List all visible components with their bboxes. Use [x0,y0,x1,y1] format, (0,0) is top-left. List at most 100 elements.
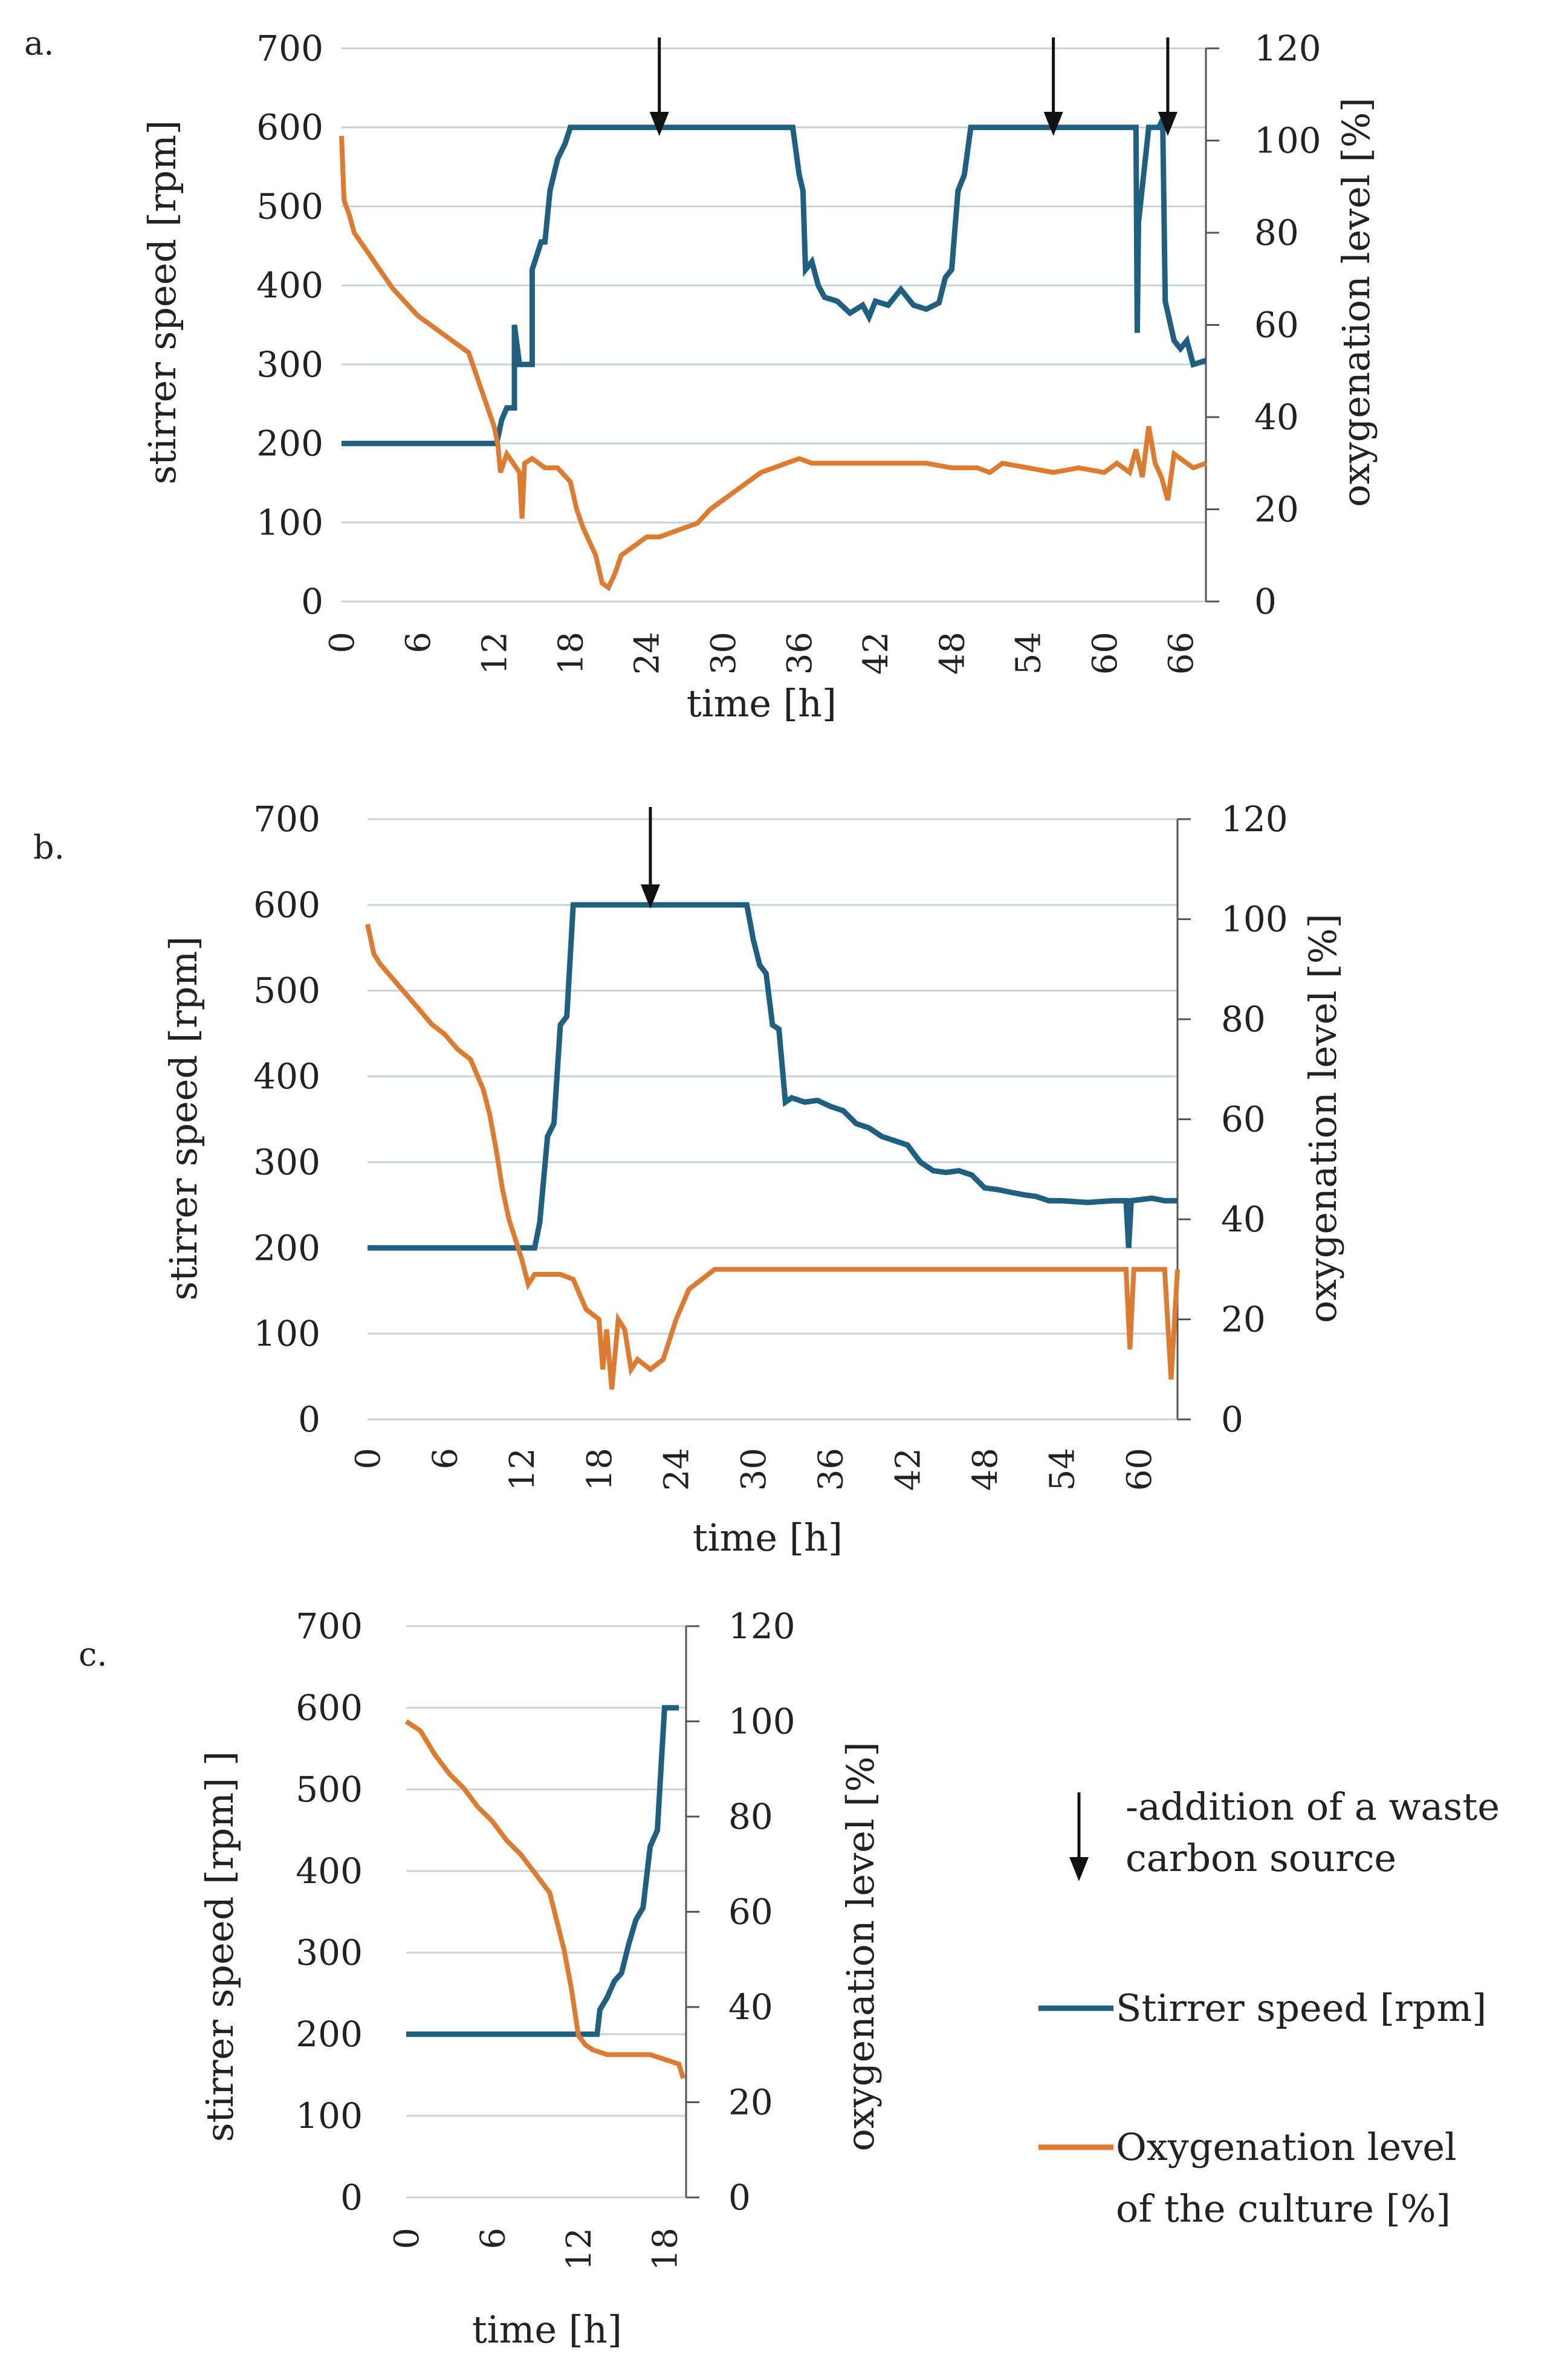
panel-a-x-tick-label: 60 [1086,632,1125,675]
legend-arrow-label-line1: -addition of a waste [1126,1785,1500,1829]
panel-a-y2-tick-label: 120 [1254,28,1321,69]
panel-b-plot: 0 100 200 300 400 500 600 700 0 20 40 60 80 100 120 0 6 1… [253,799,1288,1491]
panel-c-y-tick-label: 0 [340,2177,363,2218]
panel-c-y-label: stirrer speed [rpm] ] [198,1751,242,2142]
panel-b-y-tick-label: 0 [298,1399,320,1440]
panel-a-x-tick-label: 12 [475,632,514,675]
panel-b-y2-tick-label: 60 [1221,1099,1266,1140]
panel-b-y-tick-label: 100 [253,1313,320,1354]
panel-c-y2-tick-label: 80 [728,1796,773,1837]
panel-a-x-tick-label: 24 [628,632,667,675]
panel-c-y2-tick-label: 100 [728,1701,795,1742]
legend-oxygen-label-line1: Oxygenation level [1116,2125,1457,2169]
panel-c-x-tick-label: 12 [560,2228,599,2271]
panel-a-x-tick-label: 66 [1162,632,1201,675]
legend: -addition of a waste carbon source Stirr… [1038,1785,1500,2231]
panel-c-x-tick-label: 6 [473,2228,513,2249]
panel-c-y2-tick-label: 60 [728,1892,773,1933]
panel-b-x-tick-label: 0 [349,1448,388,1470]
panel-a-y2-tick-label: 60 [1254,305,1299,346]
panel-c-y-tick-label: 500 [296,1769,363,1810]
legend-arrow-label-line2: carbon source [1126,1836,1396,1880]
panel-b-oxygen-line [365,923,1180,1390]
panel-a-plot: 0 100 200 300 400 500 600 700 0 20 40 60 80 100 120 0 6 1… [256,28,1321,675]
panel-a-y2-tick-label: 40 [1254,397,1299,438]
panel-a-y-tick-label: 300 [256,344,323,385]
panel-a-y2-tick-label: 20 [1254,489,1299,530]
panel-a-label: a. [24,24,54,62]
panel-b-x-tick-label: 6 [426,1448,465,1470]
panel-a-x-tick-label: 36 [780,632,820,675]
panel-a-y2-tick-label: 80 [1254,212,1299,253]
panel-c: c. stirrer speed [rpm] ] oxygenation lev… [79,1606,883,2352]
panel-b-y2-tick-label: 0 [1221,1399,1243,1440]
panel-b-x-tick-label: 60 [1120,1448,1159,1491]
panel-b-y2-tick-label: 100 [1221,899,1288,940]
panel-c-x-tick-label: 0 [387,2228,427,2249]
panel-a-x-tick-label: 42 [857,632,896,675]
panel-c-label: c. [79,1635,107,1673]
panel-c-x-label: time [h] [472,2307,622,2352]
panel-b-x-tick-label: 30 [734,1448,774,1491]
panel-a-x-tick-label: 54 [1009,632,1049,675]
panel-b-x-tick-label: 18 [580,1448,620,1491]
panel-a-addition-arrow-icon [1158,37,1178,136]
panel-a-y2-tick-label: 0 [1254,581,1277,622]
panel-a-addition-arrow-icon [649,37,669,136]
panel-a: a. stirrer speed [rpm] oxygenation level… [24,24,1378,725]
panel-b-y2-tick-label: 40 [1221,1199,1266,1240]
legend-arrow-icon [1069,1792,1089,1881]
panel-c-y-tick-label: 700 [296,1606,363,1647]
panel-c-y2-tick-label: 40 [728,1986,773,2028]
panel-b-y-tick-label: 200 [253,1227,320,1268]
panel-b-y-tick-label: 700 [253,799,320,840]
panel-b-y-tick-label: 500 [253,970,320,1011]
panel-b-y2-tick-label: 80 [1221,999,1266,1040]
panel-b: b. stirrer speed [rpm] oxygenation level… [33,799,1345,1560]
panel-a-y-tick-label: 0 [301,581,323,622]
arrow-head [1158,112,1178,136]
panel-a-x-tick-label: 0 [323,632,362,653]
panel-c-y-tick-label: 600 [296,1687,363,1728]
panel-b-y-tick-label: 400 [253,1056,320,1097]
panel-c-oxygen-line [404,1719,686,2080]
panel-a-y-tick-label: 600 [256,107,323,148]
panel-c-y2-tick-label: 0 [728,2177,751,2218]
panel-c-y2-tick-label: 20 [728,2082,773,2123]
panel-c-y2-tick-label: 120 [728,1606,795,1647]
panel-a-y2-label: oxygenation level [%] [1334,97,1378,507]
panel-b-addition-arrow-icon [640,807,660,909]
panel-a-addition-arrow-icon [1043,37,1063,136]
panel-a-x-tick-label: 30 [704,632,743,675]
panel-a-y-tick-label: 100 [256,502,323,543]
arrow-head [1043,112,1063,136]
panel-b-y-label: stirrer speed [rpm] [161,936,206,1301]
panel-a-y-tick-label: 700 [256,28,323,69]
panel-c-x-tick-label: 18 [646,2228,685,2271]
panel-a-y-tick-label: 200 [256,423,323,464]
legend-stirrer-label: Stirrer speed [rpm] [1116,1986,1486,2030]
panel-b-x-tick-label: 12 [503,1448,542,1491]
panel-a-x-tick-label: 48 [933,632,972,675]
panel-a-stirrer-line [342,118,1207,447]
panel-c-plot: 0 100 200 300 400 500 600 700 0 20 40 60 80 100 120 0 6 1… [296,1606,795,2271]
panel-b-x-tick-label: 36 [812,1448,851,1491]
panel-b-x-tick-label: 54 [1043,1448,1083,1491]
panel-b-y2-label: oxygenation level [%] [1301,913,1345,1323]
panel-c-y-tick-label: 200 [296,2014,363,2055]
arrow-head [649,112,669,136]
panel-b-label: b. [33,828,65,866]
legend-oxygen-label-line2: of the culture [%] [1116,2187,1451,2231]
panel-b-x-label: time [h] [693,1516,843,1560]
panel-b-y2-tick-label: 20 [1221,1299,1266,1340]
panel-c-y-tick-label: 100 [296,2095,363,2136]
panel-b-x-tick-label: 24 [657,1448,696,1491]
panel-c-y-tick-label: 400 [296,1850,363,1892]
panel-c-y2-label: oxygenation level [%] [838,1742,883,2151]
panel-a-y-tick-label: 500 [256,186,323,227]
panel-a-x-tick-label: 18 [552,632,591,675]
panel-a-oxygen-line [339,135,1207,592]
panel-b-x-tick-label: 42 [889,1448,928,1491]
panel-b-y-tick-label: 300 [253,1141,320,1182]
